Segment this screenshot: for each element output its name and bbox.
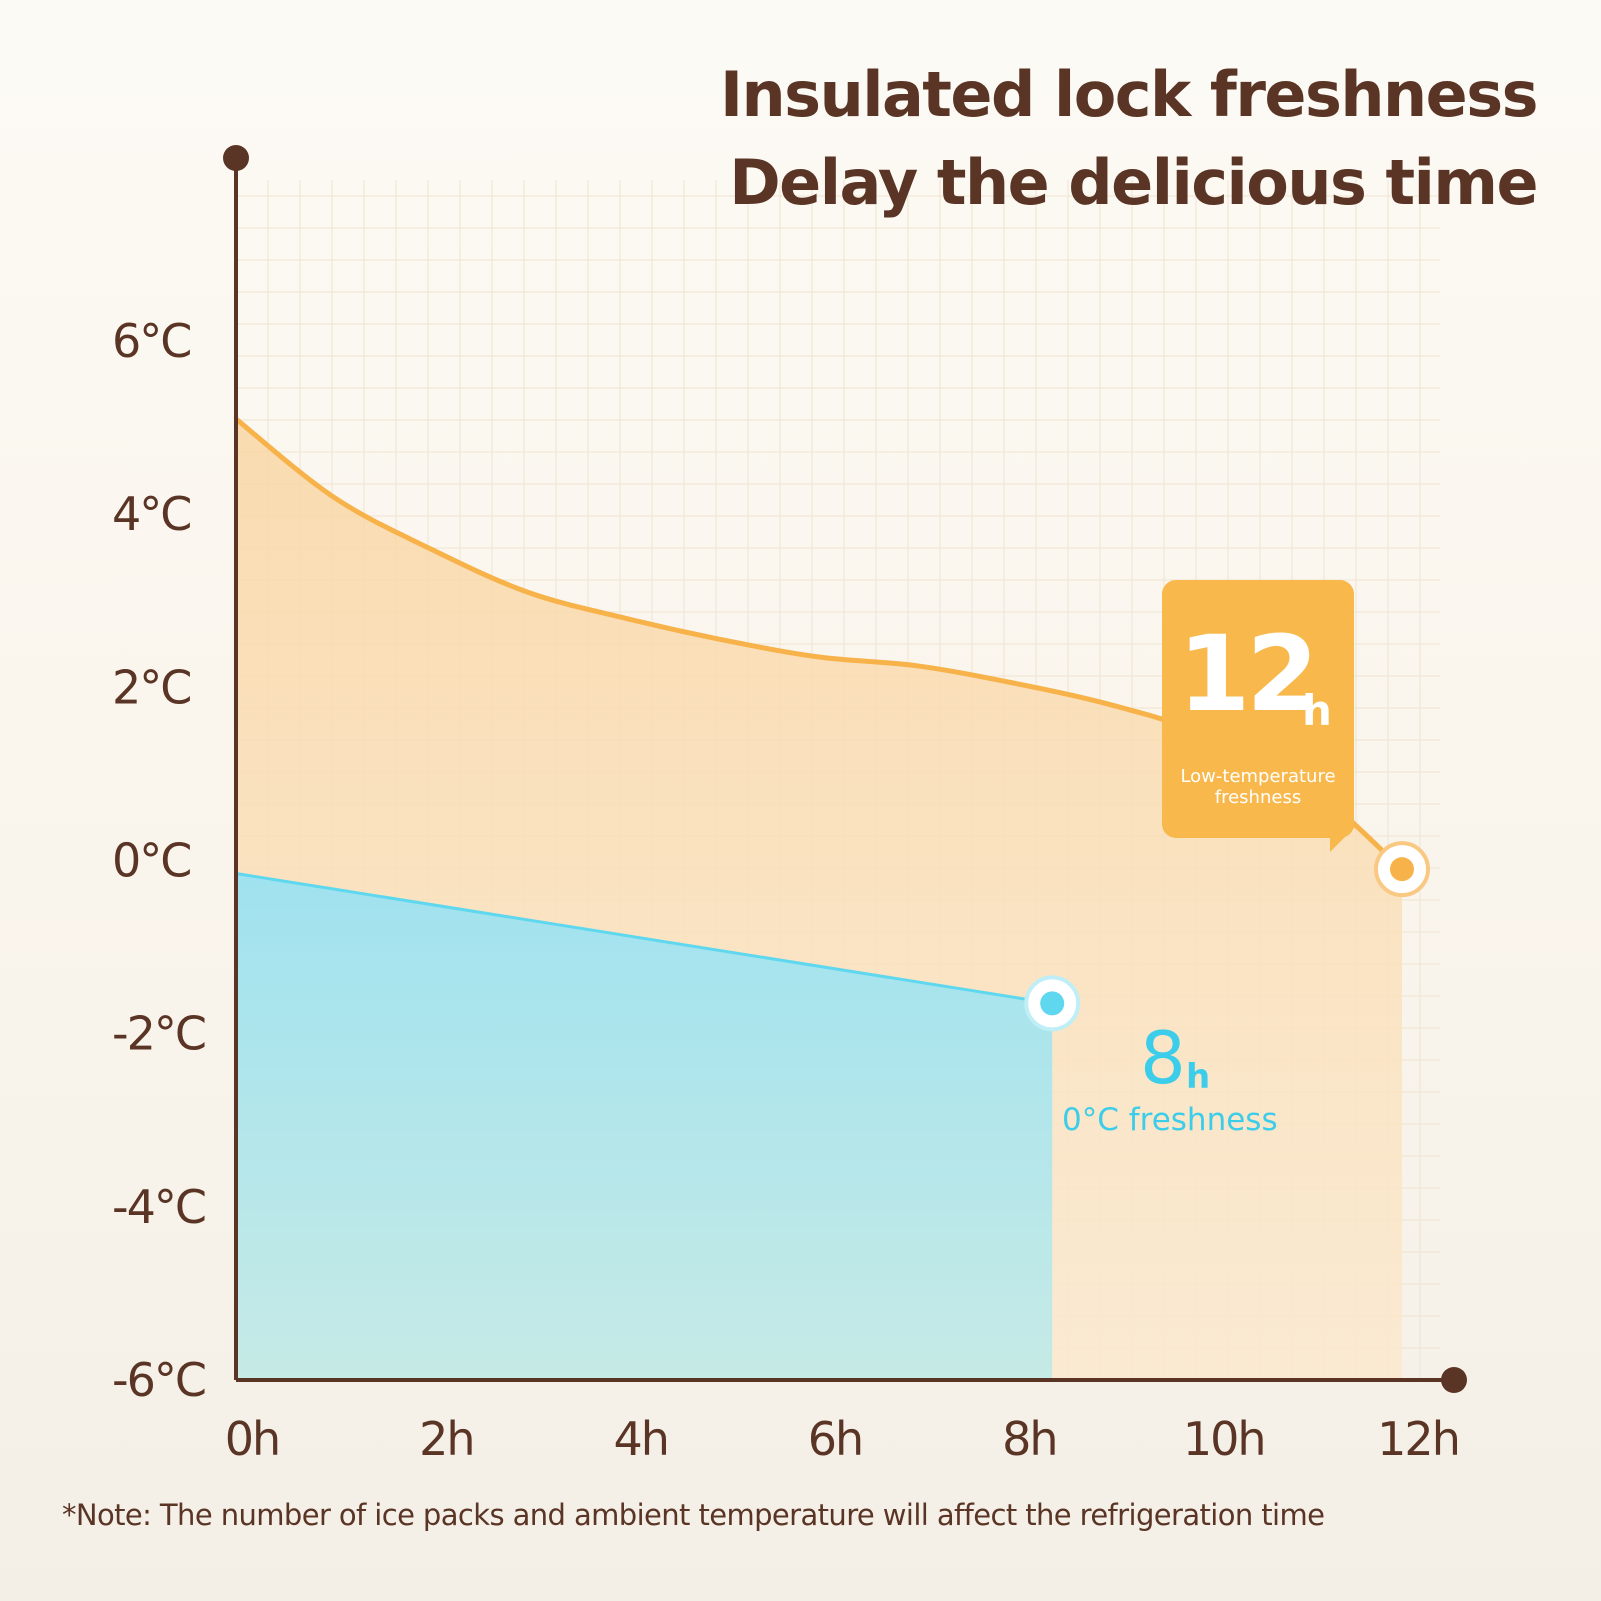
headline-line-2: Delay the delicious time xyxy=(729,146,1538,219)
cyan-callout-caption: 0°C freshness xyxy=(1062,1102,1278,1138)
headline-line-1: Insulated lock freshness xyxy=(719,58,1539,131)
y-tick-label: 6°C xyxy=(112,314,190,368)
orange-series-end-point xyxy=(1390,857,1414,882)
orange-callout-caption: Low-temperature freshness xyxy=(1180,766,1336,808)
y-tick-label: 4°C xyxy=(112,487,190,541)
orange-callout-unit: h xyxy=(1302,686,1332,735)
y-tick-label: -2°C xyxy=(112,1007,205,1061)
cyan-callout-unit: h xyxy=(1186,1057,1211,1097)
y-axis-end-dot xyxy=(223,145,249,171)
x-tick-label: 0h xyxy=(225,1412,279,1466)
y-tick-label: 2°C xyxy=(112,660,190,714)
footnote: *Note: The number of ice packs and ambie… xyxy=(62,1498,1325,1532)
orange-callout-badge: 12 h Low-temperature freshness xyxy=(1162,580,1354,838)
y-tick-label: -6°C xyxy=(112,1353,205,1407)
y-tick-label: 0°C xyxy=(112,834,190,888)
x-tick-label: 10h xyxy=(1183,1412,1265,1466)
x-tick-label: 4h xyxy=(613,1412,667,1466)
y-tick-label: -4°C xyxy=(112,1180,205,1234)
x-axis-end-dot xyxy=(1441,1367,1467,1393)
x-tick-label: 12h xyxy=(1377,1412,1459,1466)
cyan-series-end-point xyxy=(1040,991,1065,1016)
x-tick-label: 6h xyxy=(808,1412,862,1466)
x-tick-label: 2h xyxy=(419,1412,473,1466)
orange-callout-value: 12 xyxy=(1178,613,1319,735)
x-tick-label: 8h xyxy=(1002,1412,1056,1466)
orange-callout-pointer xyxy=(1330,826,1356,852)
cyan-callout-value: 8 xyxy=(1140,1016,1186,1100)
cyan-series-area xyxy=(236,873,1053,1380)
cyan-series-line xyxy=(235,872,1053,1005)
